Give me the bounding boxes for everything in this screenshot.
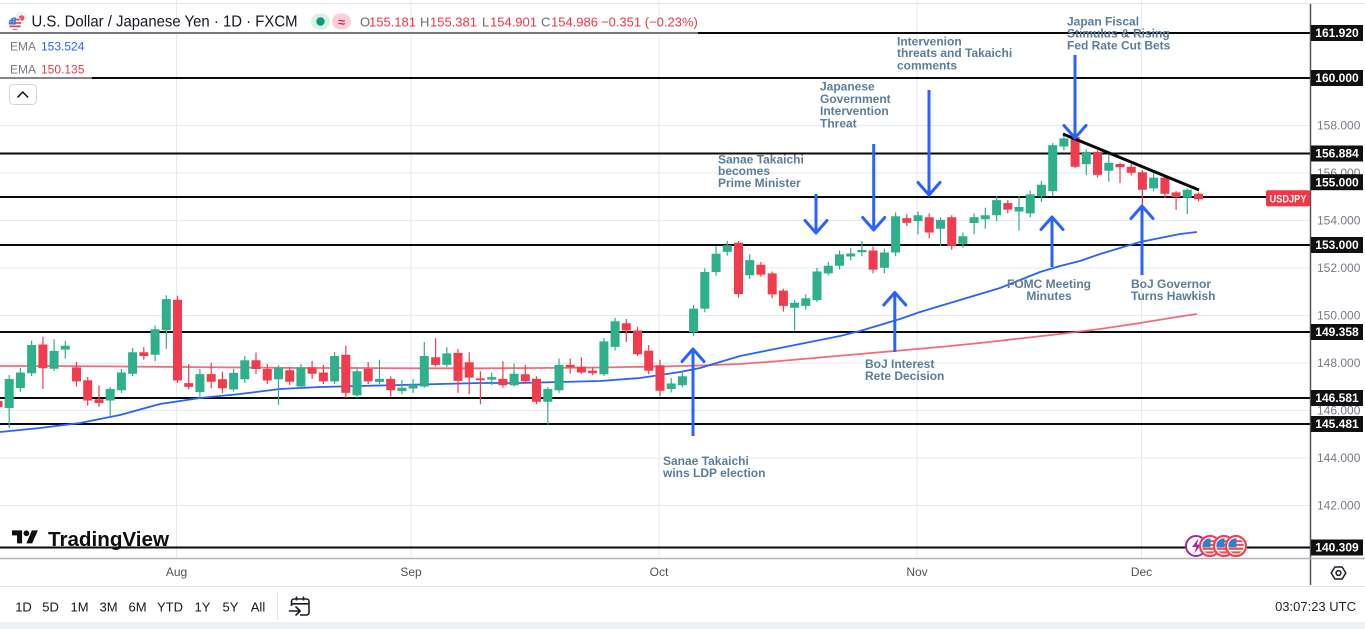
svg-text:155.381: 155.381 <box>430 15 477 30</box>
svg-text:wins LDP election: wins LDP election <box>662 466 765 480</box>
svg-text:5Y: 5Y <box>223 600 239 615</box>
svg-text:Intervenion: Intervenion <box>897 34 962 48</box>
svg-text:153.000: 153.000 <box>1315 238 1359 252</box>
svg-text:1D: 1D <box>15 600 32 615</box>
svg-text:152.000: 152.000 <box>1317 261 1361 275</box>
svg-text:142.000: 142.000 <box>1317 499 1361 513</box>
svg-text:Sanae Takaichi: Sanae Takaichi <box>718 153 804 167</box>
svg-text:3M: 3M <box>99 600 117 615</box>
svg-text:155.000: 155.000 <box>1315 175 1359 189</box>
svg-text:158.000: 158.000 <box>1317 119 1361 133</box>
svg-text:≈: ≈ <box>338 15 345 30</box>
svg-text:becomes: becomes <box>718 164 770 178</box>
svg-text:Oct: Oct <box>650 565 669 579</box>
svg-text:Intervention: Intervention <box>820 104 889 118</box>
svg-text:Minutes: Minutes <box>1026 289 1072 303</box>
svg-text:comments: comments <box>897 58 957 72</box>
svg-text:EMA: EMA <box>10 63 36 77</box>
svg-text:150.135: 150.135 <box>41 63 85 77</box>
svg-text:Nov: Nov <box>906 565 927 579</box>
svg-text:03:07:23 UTC: 03:07:23 UTC <box>1275 599 1356 614</box>
svg-text:BoJ Governor: BoJ Governor <box>1131 277 1211 291</box>
svg-text:C: C <box>541 15 550 30</box>
svg-text:155.181: 155.181 <box>369 15 416 30</box>
svg-text:148.000: 148.000 <box>1317 356 1361 370</box>
svg-text:160.000: 160.000 <box>1315 71 1359 85</box>
svg-text:TradingView: TradingView <box>48 529 169 551</box>
svg-text:153.524: 153.524 <box>41 40 85 54</box>
svg-text:140.309: 140.309 <box>1315 541 1359 555</box>
svg-text:EMA: EMA <box>10 40 36 54</box>
svg-text:U.S. Dollar / Japanese Yen · 1: U.S. Dollar / Japanese Yen · 1D · FXCM <box>32 14 298 31</box>
svg-text:O: O <box>360 15 370 30</box>
svg-text:150.000: 150.000 <box>1317 309 1361 323</box>
svg-text:Japanese: Japanese <box>820 80 875 94</box>
svg-text:Sep: Sep <box>400 565 422 579</box>
svg-text:1Y: 1Y <box>195 600 211 615</box>
svg-text:154.986: 154.986 <box>551 15 598 30</box>
svg-text:USDJPY: USDJPY <box>1270 194 1308 206</box>
svg-text:Government: Government <box>820 92 891 106</box>
svg-text:Fed Rate Cut Bets: Fed Rate Cut Bets <box>1067 39 1171 53</box>
svg-text:−0.351 (−0.23%): −0.351 (−0.23%) <box>601 15 698 30</box>
svg-text:Threat: Threat <box>820 116 857 130</box>
svg-text:Dec: Dec <box>1131 565 1152 579</box>
svg-text:Aug: Aug <box>166 565 187 579</box>
svg-text:1M: 1M <box>70 600 88 615</box>
svg-text:FOMC Meeting: FOMC Meeting <box>1007 277 1091 291</box>
svg-text:Stimulus & Rising: Stimulus & Rising <box>1067 27 1170 41</box>
svg-text:144.000: 144.000 <box>1317 451 1361 465</box>
svg-text:161.920: 161.920 <box>1315 26 1359 40</box>
svg-text:154.000: 154.000 <box>1317 214 1361 228</box>
svg-text:All: All <box>251 600 266 615</box>
svg-text:6M: 6M <box>128 600 146 615</box>
svg-text:146.000: 146.000 <box>1317 404 1361 418</box>
svg-text:YTD: YTD <box>157 600 183 615</box>
svg-text:5D: 5D <box>42 600 59 615</box>
svg-text:Turns Hawkish: Turns Hawkish <box>1131 289 1215 303</box>
svg-text:149.358: 149.358 <box>1315 325 1359 339</box>
svg-text:threats and Takaichi: threats and Takaichi <box>897 46 1012 60</box>
svg-text:H: H <box>420 15 429 30</box>
svg-text:154.901: 154.901 <box>490 15 537 30</box>
svg-text:145.481: 145.481 <box>1315 417 1359 431</box>
svg-text:BoJ Interest: BoJ Interest <box>865 357 934 371</box>
svg-text:Sanae Takaichi: Sanae Takaichi <box>663 454 749 468</box>
svg-text:L: L <box>482 15 489 30</box>
svg-text:156.884: 156.884 <box>1315 147 1359 161</box>
svg-text:Rete Decision: Rete Decision <box>865 369 944 383</box>
svg-text:146.581: 146.581 <box>1315 391 1359 405</box>
svg-text:Japan Fiscal: Japan Fiscal <box>1067 15 1139 29</box>
svg-text:Prime Minister: Prime Minister <box>718 176 801 190</box>
